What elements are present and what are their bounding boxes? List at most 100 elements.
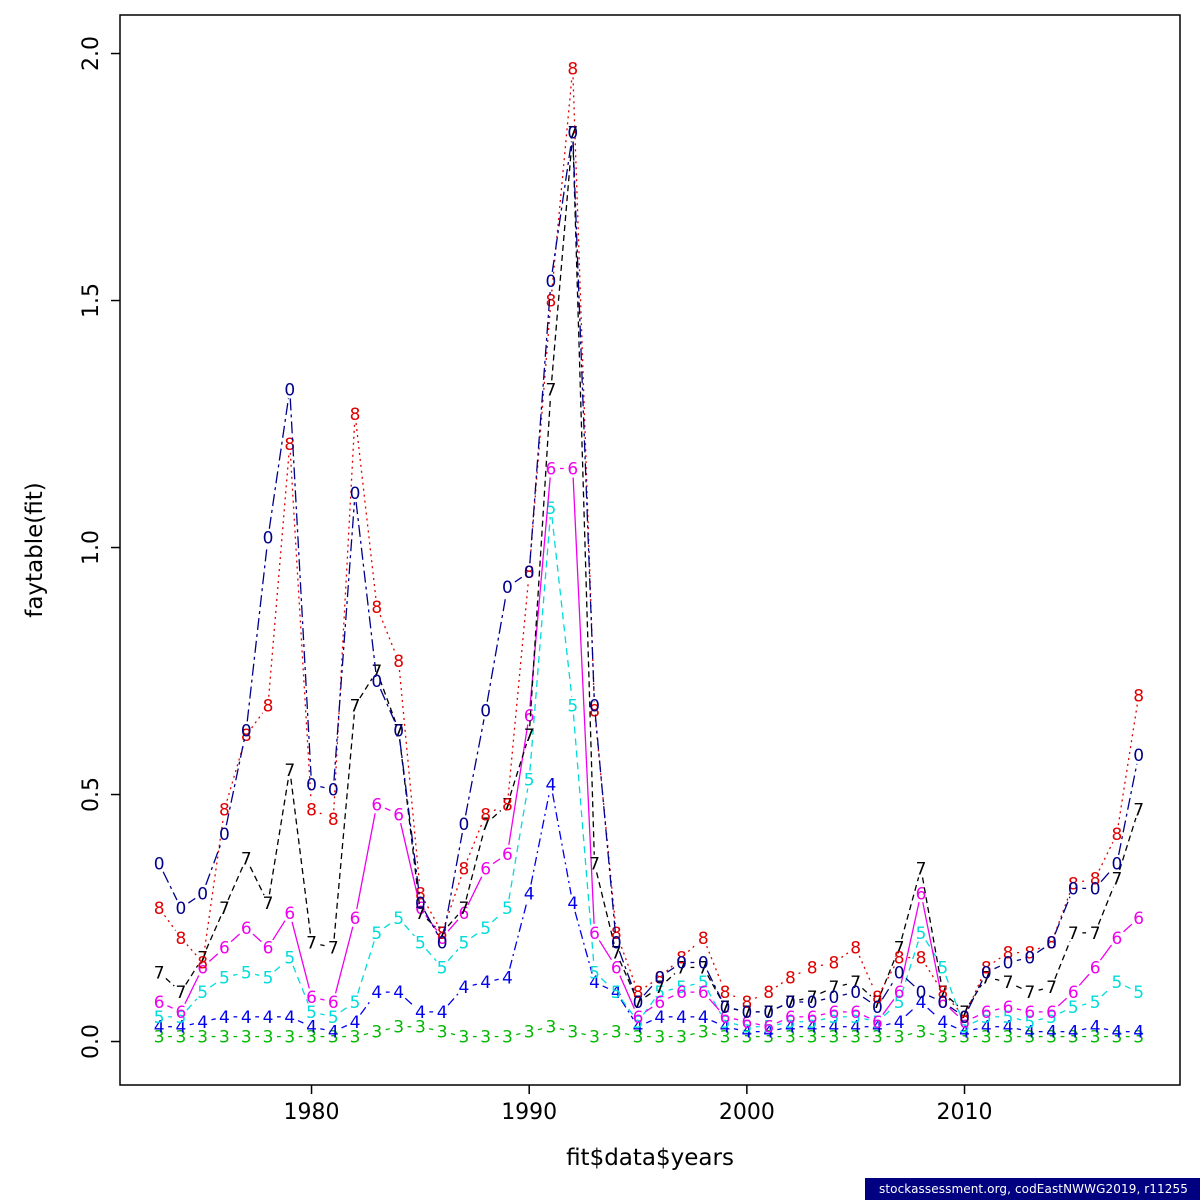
- series-segment: [667, 995, 674, 999]
- series-segment: [186, 998, 198, 1011]
- point-label-age-6: 6: [763, 1018, 774, 1038]
- point-label-age-6: 6: [589, 924, 600, 944]
- series-segment: [379, 688, 396, 723]
- point-label-age-7: 7: [1133, 800, 1144, 820]
- point-label-age-6: 6: [654, 993, 665, 1013]
- point-label-age-8: 8: [197, 953, 208, 973]
- point-label-age-10: 0: [458, 815, 469, 835]
- series-segment: [385, 1028, 390, 1031]
- point-label-age-7: 7: [1111, 870, 1122, 890]
- point-label-age-8: 8: [807, 958, 818, 978]
- point-label-age-5: 5: [1090, 993, 1101, 1013]
- point-label-age-4: 4: [1111, 1023, 1122, 1043]
- point-label-age-5: 5: [829, 1008, 840, 1028]
- point-label-age-3: 3: [1133, 1028, 1144, 1048]
- series-segment: [289, 452, 312, 801]
- point-label-age-5: 5: [741, 1018, 752, 1038]
- point-label-age-3: 3: [785, 1028, 796, 1048]
- point-label-age-4: 4: [154, 1018, 165, 1038]
- series-segment: [268, 398, 290, 529]
- point-label-age-7: 7: [415, 904, 426, 924]
- series-segment: [901, 941, 919, 994]
- series-segment: [972, 1015, 979, 1019]
- point-label-age-5: 5: [850, 1008, 861, 1028]
- series-segment: [572, 77, 595, 702]
- point-label-age-7: 7: [698, 958, 709, 978]
- point-label-age-7: 7: [524, 726, 535, 746]
- series-segment: [508, 724, 529, 846]
- point-label-age-5: 5: [154, 1008, 165, 1028]
- point-label-age-4: 4: [219, 1008, 230, 1028]
- point-label-age-7: 7: [1046, 978, 1057, 998]
- series-segment: [1037, 945, 1044, 950]
- series-segment: [967, 980, 983, 1010]
- series-segment: [666, 972, 676, 982]
- series-segment: [383, 922, 392, 929]
- point-label-age-3: 3: [371, 1023, 382, 1043]
- x-tick-label: 1980: [284, 1100, 340, 1125]
- series-segment: [922, 902, 942, 994]
- series-segment: [799, 998, 804, 1001]
- series-segment: [290, 778, 312, 934]
- point-label-age-6: 6: [371, 795, 382, 815]
- point-label-age-3: 3: [698, 1023, 709, 1043]
- series-segment: [1123, 923, 1133, 933]
- point-label-age-7: 7: [284, 761, 295, 781]
- point-label-age-7: 7: [306, 934, 317, 954]
- point-label-age-5: 5: [306, 1003, 317, 1023]
- point-label-age-8: 8: [350, 405, 361, 425]
- point-label-age-10: 0: [546, 272, 557, 292]
- series-segment: [666, 967, 675, 973]
- point-label-age-3: 3: [959, 1028, 970, 1048]
- point-label-age-3: 3: [241, 1028, 252, 1048]
- point-label-age-5: 5: [916, 924, 927, 944]
- point-label-age-5: 5: [197, 983, 208, 1003]
- point-label-age-5: 5: [611, 983, 622, 1003]
- point-label-age-6: 6: [720, 1008, 731, 1028]
- series-segment: [572, 141, 595, 855]
- series-segment: [619, 960, 635, 995]
- point-label-age-4: 4: [981, 1018, 992, 1038]
- series-segment: [425, 949, 437, 962]
- point-label-age-4: 4: [1090, 1018, 1101, 1038]
- point-label-age-6: 6: [176, 1003, 187, 1023]
- series-segment: [645, 1006, 653, 1013]
- series-segment: [733, 995, 739, 999]
- series-segment: [618, 941, 636, 984]
- x-axis: 1980 1990 2000 2010: [284, 1085, 993, 1125]
- point-label-age-7: 7: [350, 697, 361, 717]
- series-segment: [333, 502, 356, 781]
- point-label-age-7: 7: [480, 815, 491, 835]
- point-label-age-5: 5: [1003, 1008, 1014, 1028]
- series-segment: [359, 998, 373, 1015]
- point-label-age-5: 5: [393, 909, 404, 929]
- series-segment: [948, 1007, 959, 1017]
- point-label-age-4: 4: [654, 1008, 665, 1028]
- point-label-age-8: 8: [1133, 687, 1144, 707]
- point-label-age-10: 0: [763, 1003, 774, 1023]
- series-segment: [777, 1028, 782, 1031]
- series-segment: [1081, 879, 1087, 883]
- x-axis-title: fit$data$years: [566, 1145, 734, 1171]
- point-label-age-6: 6: [458, 904, 469, 924]
- point-label-age-7: 7: [197, 949, 208, 969]
- series-segment: [447, 914, 459, 927]
- point-label-age-10: 0: [437, 934, 448, 954]
- series-segment: [690, 1033, 695, 1036]
- point-label-age-8: 8: [219, 800, 230, 820]
- point-label-age-6: 6: [959, 1013, 970, 1033]
- series-segment: [840, 952, 849, 958]
- point-label-age-3: 3: [154, 1028, 165, 1048]
- point-label-age-10: 0: [872, 998, 883, 1018]
- series-segment: [949, 1006, 958, 1013]
- series-segment: [509, 743, 528, 797]
- point-label-age-6: 6: [698, 983, 709, 1003]
- series-segment: [450, 1033, 456, 1036]
- series-segment: [755, 1023, 760, 1026]
- point-label-age-10: 0: [807, 993, 818, 1013]
- series-segment: [399, 739, 420, 905]
- point-label-age-6: 6: [415, 899, 426, 919]
- x-tick-label: 2010: [937, 1100, 993, 1125]
- point-label-age-4: 4: [328, 1023, 339, 1043]
